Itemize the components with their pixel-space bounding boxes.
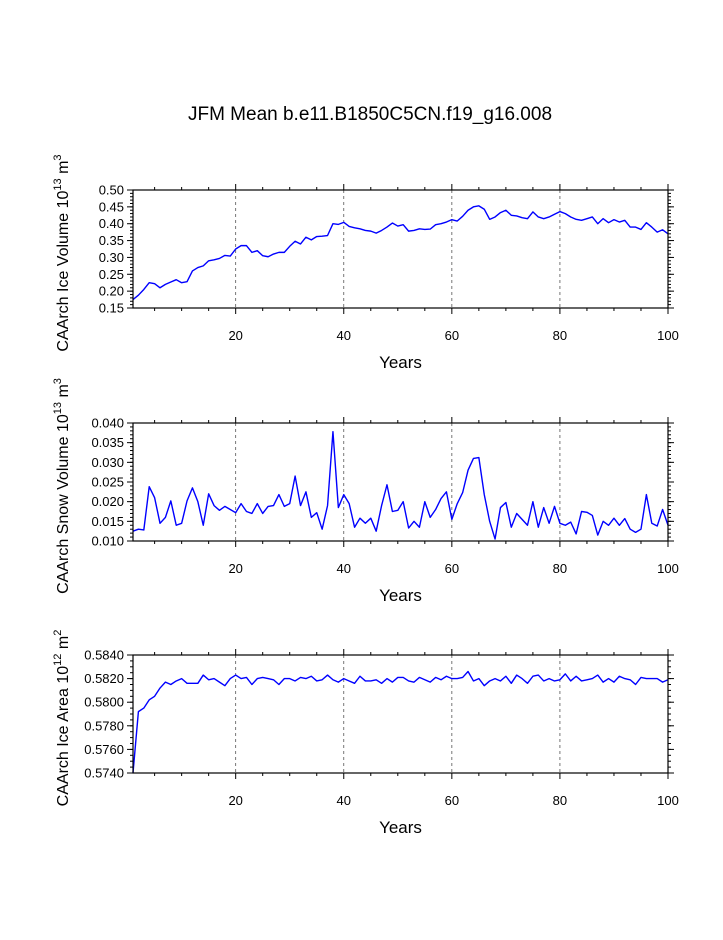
y-tick-label: 0.50 [99, 183, 124, 198]
y-tick-label: 0.5780 [84, 718, 124, 733]
data-line [132, 430, 669, 540]
data-line [132, 670, 669, 774]
x-axis-label: Years [379, 818, 422, 837]
x-tick-label: 60 [445, 328, 459, 343]
y-tick-label: 0.010 [91, 534, 124, 549]
panel-3: 20 40 60 80 100 0.5740 0.5760 0.5780 0.5800 0.582… [52, 630, 679, 837]
x-tick-label: 20 [228, 328, 242, 343]
y-label-unit-exponent: 3 [52, 154, 64, 160]
y-tick-label: 0.45 [99, 199, 124, 214]
y-tick-label: 0.025 [91, 475, 124, 490]
x-tick-label: 40 [337, 793, 351, 808]
y-label-text: CAArch Snow Volume 10 [55, 414, 72, 594]
y-tick-label: 0.040 [91, 416, 124, 431]
x-tick-label: 20 [228, 793, 242, 808]
y-label-exponent: 13 [52, 178, 64, 190]
y-label-exponent: 12 [52, 654, 64, 666]
x-tick-label: 80 [553, 793, 567, 808]
y-axis-label: CAArch Snow Volume 1013 m3 [52, 378, 72, 594]
y-label-text: CAArch Ice Volume 10 [55, 190, 72, 351]
y-label-unit-exponent: 2 [52, 630, 64, 636]
plot-frame [132, 422, 669, 542]
panel-2: 20 40 60 80 100 0.010 0.015 0.020 0.025 0.030 0.03… [52, 378, 679, 605]
x-axis-label: Years [379, 353, 422, 372]
y-tick-label: 0.35 [99, 233, 124, 248]
x-tick-label: 80 [553, 561, 567, 576]
x-tick-label: 60 [445, 561, 459, 576]
x-tick-label: 100 [657, 793, 679, 808]
y-label-unit: m [55, 636, 72, 654]
y-tick-label: 0.035 [91, 435, 124, 450]
y-label-exponent: 13 [52, 402, 64, 414]
y-axis-label: CAArch Ice Volume 1013 m3 [52, 154, 72, 351]
x-tick-label: 100 [657, 561, 679, 576]
y-label-unit: m [55, 384, 72, 402]
plot-frame [132, 654, 669, 774]
x-tick-label: 40 [337, 328, 351, 343]
y-label-unit-exponent: 3 [52, 378, 64, 384]
plot-frame [132, 189, 669, 309]
y-label-text: CAArch Ice Area 10 [55, 666, 72, 807]
y-tick-label: 0.5760 [84, 742, 124, 757]
y-tick-label: 0.5740 [84, 766, 124, 781]
x-tick-label: 80 [553, 328, 567, 343]
y-tick-label: 0.020 [91, 494, 124, 509]
y-tick-label: 0.5840 [84, 648, 124, 663]
x-axis-label: Years [379, 586, 422, 605]
y-tick-label: 0.30 [99, 250, 124, 265]
y-tick-label: 0.5820 [84, 671, 124, 686]
y-tick-label: 0.25 [99, 267, 124, 282]
x-tick-label: 60 [445, 793, 459, 808]
panel-1: 20 40 60 80 100 0.15 0.20 0.25 0.30 0.35 0.40 0.450… [52, 154, 679, 372]
y-tick-label: 0.5800 [84, 695, 124, 710]
panels: 20 40 60 80 1000.150.200.250.300.350.400.450… [52, 154, 679, 837]
y-label-unit: m [55, 161, 72, 179]
x-tick-label: 20 [228, 561, 242, 576]
x-tick-label: 100 [657, 328, 679, 343]
y-tick-label: 0.40 [99, 216, 124, 231]
y-tick-label: 0.20 [99, 284, 124, 299]
y-tick-label: 0.15 [99, 301, 124, 316]
x-tick-label: 40 [337, 561, 351, 576]
data-line [132, 205, 669, 301]
y-axis-label: CAArch Ice Area 1012 m2 [52, 630, 72, 807]
figure-title: JFM Mean b.e11.B1850C5CN.f19_g16.008 [188, 104, 552, 125]
y-tick-label: 0.015 [91, 514, 124, 529]
y-tick-label: 0.030 [91, 455, 124, 470]
